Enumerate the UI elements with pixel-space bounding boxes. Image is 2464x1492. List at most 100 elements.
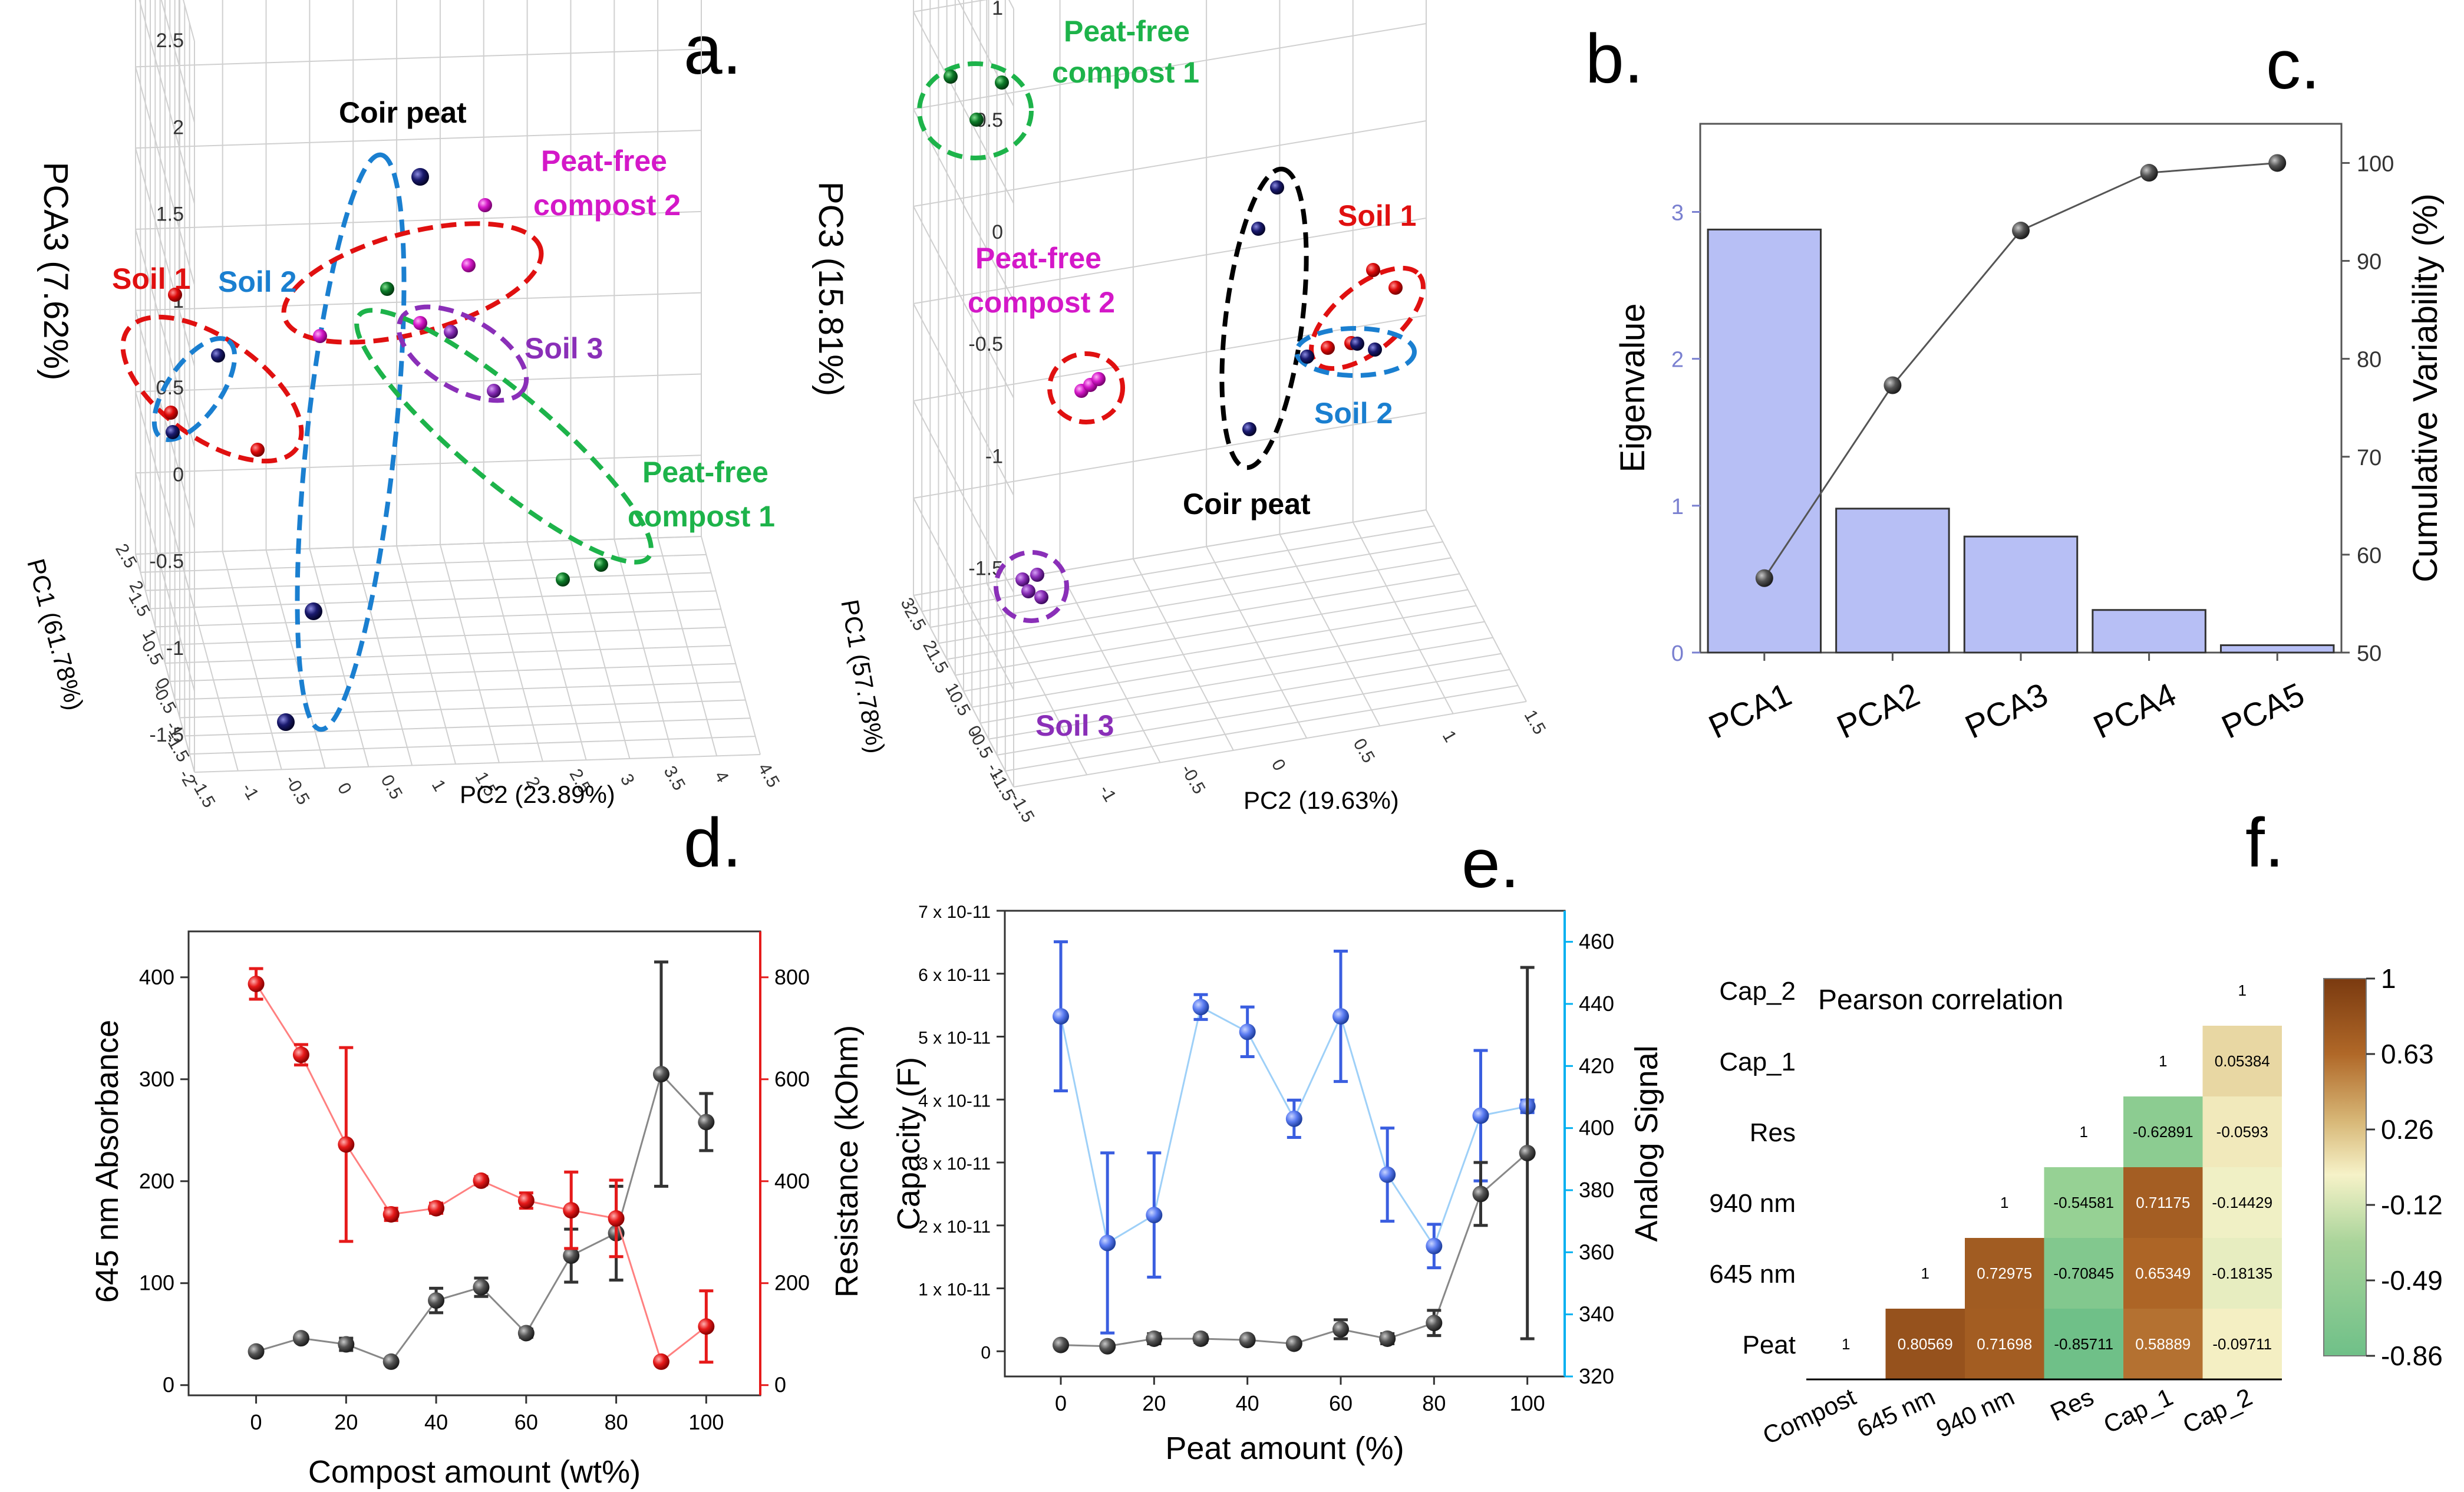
- grid-line: [913, 0, 988, 12]
- point-soil1-b: [1388, 281, 1403, 295]
- heatmap-value: 1: [2000, 1194, 2008, 1211]
- analog-point: [1239, 1023, 1256, 1040]
- grid-line: [913, 315, 1427, 401]
- tick-label-y2: 80: [2357, 348, 2381, 373]
- heatmap-cell: [2202, 1026, 2282, 1096]
- panel-c: 0 1 2 3 50 60 70 80 90 100 PCA1 PCA2 PCA3 PCA4 PCA5 Ei…: [1614, 123, 2445, 746]
- ellipse-coir-b: [1219, 166, 1309, 470]
- point-pfc2-a: [313, 329, 327, 343]
- tick-label-x: 4.5: [754, 760, 783, 791]
- panel-d-axes: 0 20 40 60 80 100 0 100 200 300 400 0 200 400 600 800: [139, 931, 810, 1434]
- tick-label-y: 0: [1671, 641, 1684, 666]
- resistance-point: [292, 1046, 309, 1063]
- heatmap-value: 0.71698: [1977, 1335, 2032, 1353]
- point-pfc1-b: [944, 70, 958, 84]
- point-soil2-b: [1300, 350, 1314, 364]
- analog-point: [1192, 999, 1209, 1016]
- tick-label-x: 0.5: [1350, 735, 1378, 766]
- point-soil3-a: [444, 325, 458, 339]
- axis-title-compost: Compost amount (wt%): [308, 1454, 641, 1490]
- tick-label-x: 40: [424, 1410, 448, 1434]
- heatmap-value: -0.85711: [2054, 1335, 2113, 1353]
- tick-label-z: -1.5: [149, 724, 184, 746]
- grid-line: [946, 573, 1460, 660]
- absorbance-point: [338, 1336, 355, 1353]
- grid-line: [135, 292, 702, 311]
- tick-label-y: 2.5: [111, 541, 140, 572]
- grid-line: [170, 663, 736, 682]
- absorbance-point: [652, 1066, 669, 1083]
- analog-point: [1332, 1008, 1349, 1025]
- grid-line: [957, 0, 1014, 107]
- col-label: Compost: [1759, 1382, 1860, 1450]
- grid-line: [138, 0, 195, 204]
- tick-label-x: 1: [428, 776, 450, 795]
- label-coir-b: Coir peat: [1183, 488, 1311, 521]
- capacity-point: [1053, 1336, 1069, 1353]
- heatmap-title: Pearson correlation: [1818, 984, 2063, 1016]
- grid-line: [145, 572, 711, 591]
- analog-point: [1053, 1008, 1069, 1025]
- category-label: PCA2: [1831, 676, 1925, 746]
- grid-line: [135, 454, 702, 474]
- tick-label-y: 4 x 10-11: [918, 1091, 991, 1111]
- heatmap-value: 1: [2080, 1123, 2088, 1141]
- tick-label-z: 1: [992, 0, 1003, 19]
- tick-label-z: 1.5: [156, 203, 184, 226]
- point-soil3-b: [1021, 584, 1035, 598]
- heatmap-value: 0.72975: [1977, 1264, 2032, 1282]
- grid-line: [913, 498, 1014, 690]
- heatmap-value: 1: [2159, 1052, 2167, 1070]
- capacity-point: [1519, 1145, 1536, 1162]
- tick-label-z: 2: [173, 116, 184, 139]
- tick-label-y: 1.5: [124, 589, 153, 620]
- axis-title-pc3-b: PC3 (15.81%): [812, 182, 850, 396]
- point-coir-b: [1270, 180, 1284, 195]
- tick-label-x: 0: [1268, 756, 1289, 774]
- cumulative-point: [1884, 376, 1902, 394]
- absorbance-point: [473, 1279, 490, 1296]
- tick-label-y2: 100: [2357, 151, 2394, 176]
- colorbar-ticks: 1 0.63 0.26 -0.12 -0.49 -0.86: [2366, 963, 2443, 1371]
- tick-label-y2: 340: [1579, 1302, 1614, 1326]
- eigenvalue-bar: [1963, 535, 2079, 654]
- tick-label-y2: 50: [2357, 641, 2381, 666]
- point-soil2-b: [1368, 342, 1382, 357]
- axis-title-pc1-a: PC1 (61.78%): [22, 556, 89, 713]
- grid-line: [135, 147, 195, 367]
- tick-label-y2: 70: [2357, 446, 2381, 470]
- point-soil3-b: [1015, 572, 1030, 587]
- capacity-point: [1192, 1330, 1209, 1347]
- row-label: 645 nm: [1709, 1260, 1796, 1289]
- panel-e-axes: 0 20 40 60 80 100 0 1 x 10-11 2 x 10-11 3 x 10-11…: [918, 903, 1614, 1415]
- ellipse-pfc2-b: [1047, 351, 1125, 424]
- axis-title-resistance: Resistance (kOhm): [829, 1025, 865, 1297]
- grid-line: [1013, 701, 1527, 788]
- tick-label-x: 3: [616, 770, 638, 789]
- point-coir-a: [411, 168, 429, 186]
- point-pfc1-b: [969, 113, 984, 127]
- tick-label-x: 0.5: [377, 772, 406, 803]
- colorbar-tick-label: 0.63: [2381, 1039, 2434, 1069]
- resistance-point: [652, 1353, 669, 1370]
- capacity-point: [1472, 1185, 1489, 1203]
- analog-point: [1426, 1237, 1443, 1254]
- panel-a-ticks: 2.521.510.50-0.5-1-1.5-1.5 -1 -0.5 0 0.5 1 1.5…: [111, 29, 783, 811]
- tick-label-y: 0: [163, 1373, 174, 1397]
- eigenvalue-bar: [1707, 228, 1822, 654]
- tick-label-x: 4: [711, 768, 733, 786]
- ellipse-pfc2-a: [281, 221, 544, 345]
- cumulative-point: [2268, 154, 2287, 172]
- col-label: 940 nm: [1932, 1383, 2018, 1443]
- panel-b-grid: [913, 0, 1527, 788]
- absorbance-point: [517, 1325, 535, 1342]
- grid-line: [135, 536, 702, 555]
- point-soil2-a: [166, 425, 180, 439]
- label-pfc1-b: compost 1: [1052, 56, 1199, 89]
- tick-label-y2: 600: [774, 1067, 810, 1091]
- grid-line: [913, 218, 1427, 304]
- grid-line: [963, 605, 1477, 692]
- label-pfc2-b: compost 2: [968, 286, 1115, 319]
- absorbance-point: [428, 1292, 445, 1309]
- heatmap-value: -0.18135: [2212, 1264, 2272, 1282]
